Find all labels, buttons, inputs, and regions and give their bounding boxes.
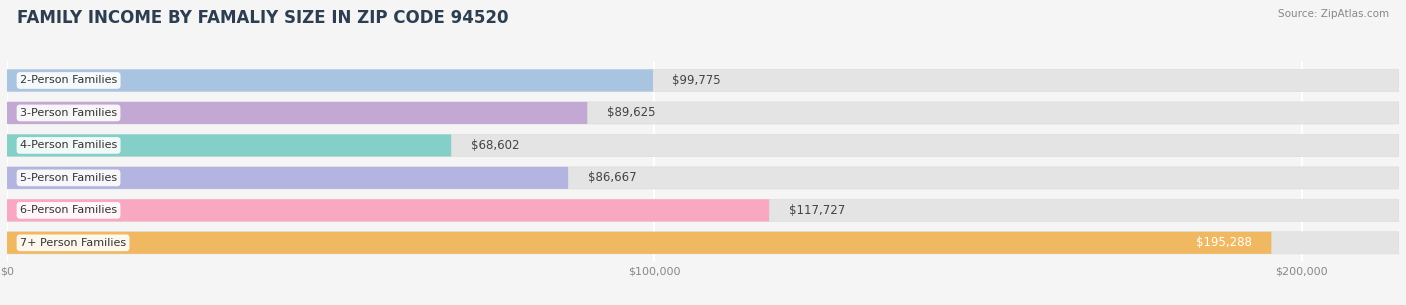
Text: $68,602: $68,602 — [471, 139, 519, 152]
FancyBboxPatch shape — [7, 199, 1399, 221]
Text: 5-Person Families: 5-Person Families — [20, 173, 117, 183]
Text: 4-Person Families: 4-Person Families — [20, 140, 117, 150]
Text: Source: ZipAtlas.com: Source: ZipAtlas.com — [1278, 9, 1389, 19]
FancyBboxPatch shape — [7, 232, 1271, 254]
FancyBboxPatch shape — [7, 70, 1399, 92]
Text: $89,625: $89,625 — [607, 106, 655, 120]
FancyBboxPatch shape — [7, 102, 588, 124]
Text: 3-Person Families: 3-Person Families — [20, 108, 117, 118]
FancyBboxPatch shape — [7, 167, 1399, 189]
FancyBboxPatch shape — [7, 167, 568, 189]
FancyBboxPatch shape — [7, 135, 1399, 156]
Text: FAMILY INCOME BY FAMALIY SIZE IN ZIP CODE 94520: FAMILY INCOME BY FAMALIY SIZE IN ZIP COD… — [17, 9, 509, 27]
Text: $195,288: $195,288 — [1197, 236, 1251, 249]
Text: $117,727: $117,727 — [789, 204, 845, 217]
Text: $86,667: $86,667 — [588, 171, 636, 185]
FancyBboxPatch shape — [7, 70, 652, 92]
Text: 2-Person Families: 2-Person Families — [20, 75, 117, 85]
Text: 6-Person Families: 6-Person Families — [20, 205, 117, 215]
Text: $99,775: $99,775 — [672, 74, 721, 87]
FancyBboxPatch shape — [7, 102, 1399, 124]
FancyBboxPatch shape — [7, 199, 769, 221]
FancyBboxPatch shape — [7, 232, 1399, 254]
FancyBboxPatch shape — [7, 135, 451, 156]
Text: 7+ Person Families: 7+ Person Families — [20, 238, 127, 248]
